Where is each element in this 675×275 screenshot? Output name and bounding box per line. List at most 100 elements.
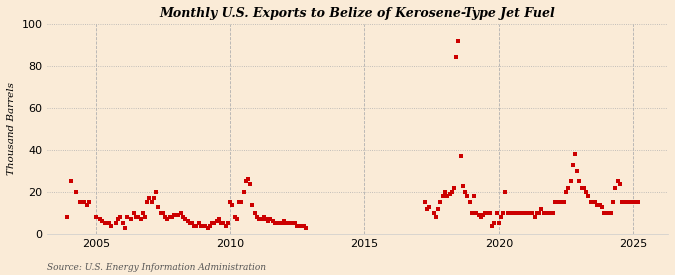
Point <box>473 213 484 217</box>
Point <box>487 223 497 228</box>
Point <box>82 202 92 207</box>
Point <box>424 204 435 209</box>
Point <box>554 200 564 205</box>
Point <box>205 223 215 228</box>
Point <box>433 207 443 211</box>
Point <box>500 190 511 194</box>
Point <box>254 217 265 221</box>
Point <box>601 211 612 215</box>
Point <box>196 223 207 228</box>
Point <box>614 181 625 186</box>
Point <box>534 211 545 215</box>
Point <box>128 211 139 215</box>
Point <box>135 217 146 221</box>
Point <box>111 221 122 226</box>
Point <box>117 221 128 226</box>
Point <box>587 200 598 205</box>
Point <box>480 211 491 215</box>
Title: Monthly U.S. Exports to Belize of Kerosene-Type Jet Fuel: Monthly U.S. Exports to Belize of Kerose… <box>160 7 556 20</box>
Point <box>153 204 164 209</box>
Point <box>144 196 155 200</box>
Point <box>238 190 249 194</box>
Point <box>580 190 591 194</box>
Point <box>249 211 260 215</box>
Point <box>541 211 551 215</box>
Point <box>632 200 643 205</box>
Point <box>576 186 587 190</box>
Point <box>605 211 616 215</box>
Point <box>431 215 441 219</box>
Point <box>99 221 110 226</box>
Point <box>531 211 542 215</box>
Point <box>468 194 479 198</box>
Point <box>218 221 229 226</box>
Point <box>290 221 300 226</box>
Point <box>551 200 562 205</box>
Point <box>599 211 610 215</box>
Point <box>301 226 312 230</box>
Point <box>621 200 632 205</box>
Text: Source: U.S. Energy Information Administration: Source: U.S. Energy Information Administ… <box>47 263 266 272</box>
Point <box>230 215 240 219</box>
Point <box>419 200 430 205</box>
Point <box>630 200 641 205</box>
Point <box>574 179 585 184</box>
Point <box>437 194 448 198</box>
Point <box>482 211 493 215</box>
Point <box>104 221 115 226</box>
Point <box>162 217 173 221</box>
Point <box>256 217 267 221</box>
Point <box>189 223 200 228</box>
Point <box>140 215 151 219</box>
Point <box>608 200 618 205</box>
Point <box>281 221 292 226</box>
Point <box>525 211 536 215</box>
Point <box>527 211 538 215</box>
Point <box>276 221 287 226</box>
Point <box>193 221 204 226</box>
Point <box>514 211 524 215</box>
Point <box>84 200 95 205</box>
Point <box>211 219 222 224</box>
Point <box>263 219 273 224</box>
Point <box>178 215 188 219</box>
Point <box>549 200 560 205</box>
Point <box>505 211 516 215</box>
Point <box>106 223 117 228</box>
Point <box>603 211 614 215</box>
Point <box>283 221 294 226</box>
Point <box>272 221 283 226</box>
Point <box>623 200 634 205</box>
Point <box>198 223 209 228</box>
Point <box>529 215 540 219</box>
Point <box>180 217 190 221</box>
Point <box>151 190 161 194</box>
Point <box>596 204 607 209</box>
Point <box>567 163 578 167</box>
Point <box>148 196 159 200</box>
Point <box>589 200 600 205</box>
Point <box>507 211 518 215</box>
Point <box>520 211 531 215</box>
Point <box>209 221 220 226</box>
Point <box>464 200 475 205</box>
Point <box>296 223 307 228</box>
Point <box>616 200 627 205</box>
Point <box>518 211 529 215</box>
Point <box>462 194 472 198</box>
Point <box>259 215 269 219</box>
Point <box>466 211 477 215</box>
Point <box>493 221 504 226</box>
Point <box>572 169 583 173</box>
Point <box>160 215 171 219</box>
Point <box>516 211 526 215</box>
Point <box>547 211 558 215</box>
Point <box>509 211 520 215</box>
Point <box>556 200 567 205</box>
Point <box>538 211 549 215</box>
Point <box>191 223 202 228</box>
Point <box>186 221 197 226</box>
Point <box>498 211 509 215</box>
Point <box>612 179 623 184</box>
Point <box>252 215 263 219</box>
